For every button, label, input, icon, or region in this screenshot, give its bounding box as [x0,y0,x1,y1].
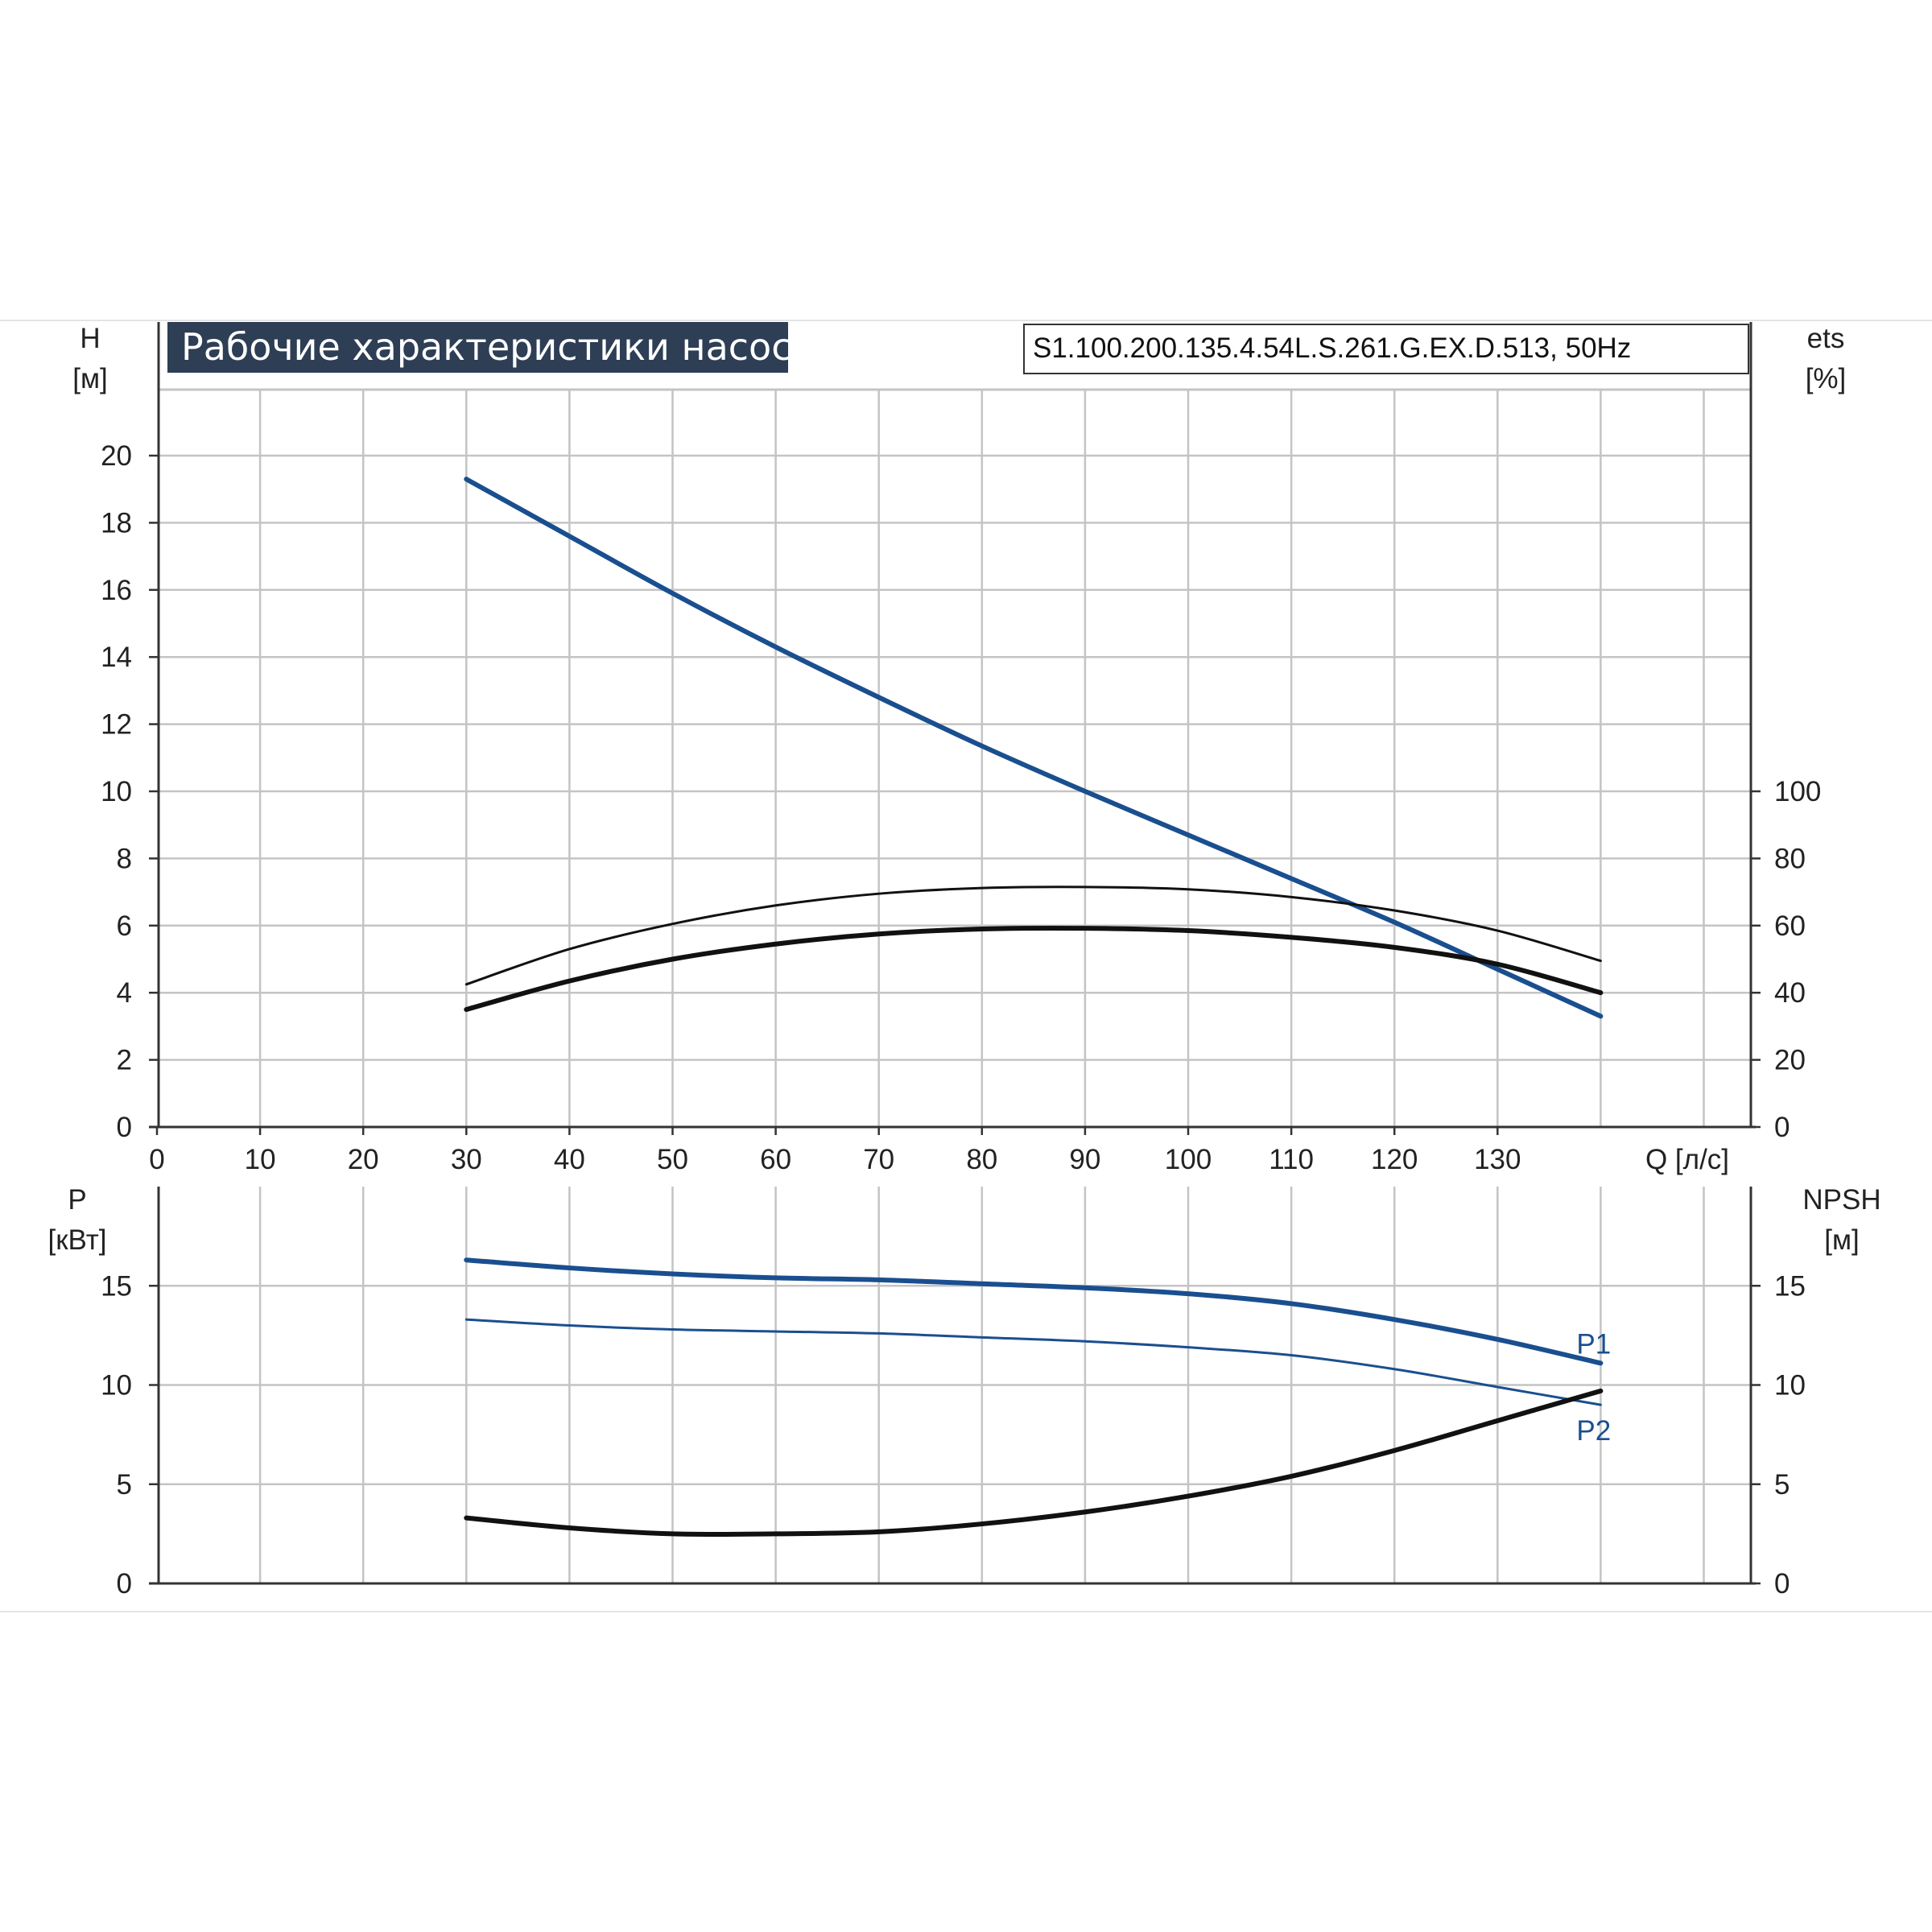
left-tick-label: 6 [117,910,132,942]
x-tick-label: 20 [348,1144,379,1175]
right-tick-label: 100 [1774,776,1821,807]
x-tick-label: 0 [149,1144,164,1175]
x-tick-label: 90 [1069,1144,1100,1175]
left-tick-label: 0 [117,1112,132,1143]
x-tick-label: 10 [245,1144,276,1175]
x-tick-label: 110 [1269,1144,1314,1175]
p1-curve-label: P1 [1576,1328,1611,1360]
h-unit-label: [м] [72,363,108,394]
bottom-plot-grid [159,1187,1751,1583]
left-tick-label: 10 [101,1370,132,1402]
x-tick-label: 120 [1371,1144,1418,1175]
x-tick-label: 130 [1474,1144,1521,1175]
x-tick-label: 100 [1165,1144,1212,1175]
left-tick-label: 16 [101,575,132,606]
left-tick-label: 20 [101,440,132,472]
eta-unit-label: [%] [1806,363,1847,394]
right-tick-label: 0 [1774,1568,1790,1600]
head-curve [464,477,1604,1019]
x-tick-label: 30 [451,1144,482,1175]
right-tick-label: 15 [1774,1270,1806,1302]
chart-title-box [167,322,788,373]
left-tick-label: 15 [101,1270,132,1302]
p1-power-curve [464,1257,1604,1366]
x-tick-label: 40 [554,1144,585,1175]
npsh-axis-label: NPSH [1802,1184,1880,1216]
right-tick-label: 0 [1774,1112,1790,1143]
top-curves [464,477,1604,1019]
x-tick-label: 80 [966,1144,997,1175]
right-tick-label: 60 [1774,910,1806,942]
left-tick-label: 14 [101,642,132,673]
right-tick-label: 40 [1774,977,1806,1009]
x-tick-label: 70 [863,1144,894,1175]
left-tick-label: 5 [117,1469,132,1501]
right-tick-label: 80 [1774,843,1806,874]
p2-power-curve [464,1318,1602,1406]
top-axes: 0 2 4 6 8 10 12 14 16 18 20 0 20 40 60 80 100 0 10 20 30 40 50… [101,322,1821,1175]
p-unit-label: [кВт] [48,1224,107,1256]
left-tick-label: 10 [101,776,132,807]
right-tick-label: 10 [1774,1370,1806,1402]
right-tick-label: 20 [1774,1045,1806,1076]
p2-curve-label: P2 [1576,1415,1611,1447]
left-tick-label: 0 [117,1568,132,1600]
npsh-curve [464,1388,1604,1538]
top-plot-grid [159,322,1751,1127]
x-tick-label: 60 [760,1144,791,1175]
h-axis-label: H [80,323,100,354]
npsh-unit-label: [м] [1824,1224,1860,1256]
left-tick-label: 18 [101,507,132,539]
bottom-axes: 0 5 10 15 0 5 10 15 [101,1187,1806,1600]
eta-axis-label: ets [1807,323,1845,354]
left-tick-label: 8 [117,843,132,874]
right-tick-label: 5 [1774,1469,1790,1501]
p-axis-label: P [68,1184,86,1216]
efficiency-curve-thin [464,886,1602,986]
left-tick-label: 4 [117,977,132,1009]
axis-labels: P1 P2 H [м] ets [%] Q [л/с] P [кВт] NPSH [м] [48,323,1881,1447]
x-tick-label: 50 [657,1144,688,1175]
chart-title: Рабочие характеристики насоса [181,325,815,369]
model-label: S1.100.200.135.4.54L.S.261.G.EX.D.513, 5… [1033,332,1631,364]
efficiency-curve-thick [464,925,1604,1013]
left-tick-label: 2 [117,1045,132,1076]
left-tick-label: 12 [101,709,132,741]
model-box [1023,324,1749,374]
q-axis-label: Q [л/с] [1645,1144,1729,1175]
bottom-curves [464,1257,1604,1538]
